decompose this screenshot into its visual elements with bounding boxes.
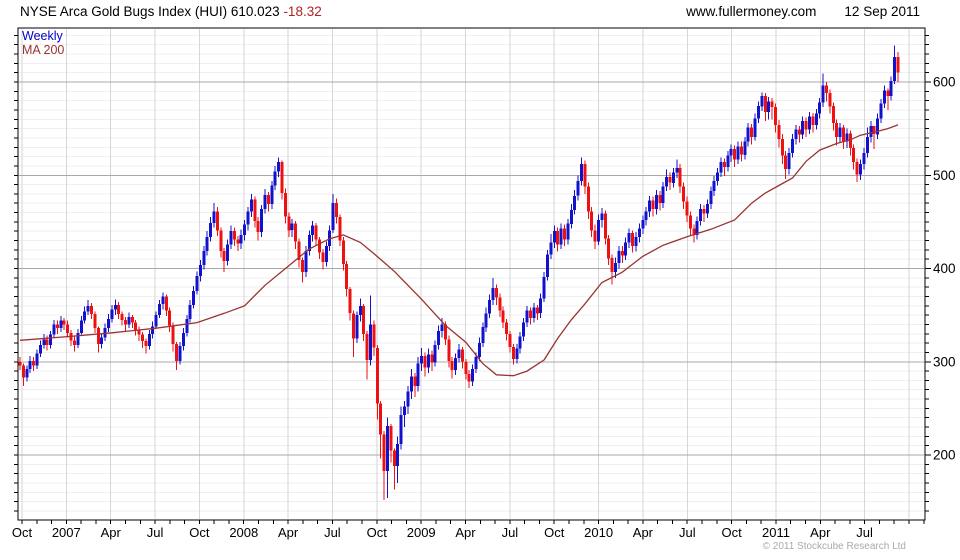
chart-title-bar: NYSE Arca Gold Bugs Index (HUI) 610.023 …	[20, 4, 322, 19]
svg-text:Oct: Oct	[367, 525, 388, 540]
svg-text:Oct: Oct	[721, 525, 742, 540]
grid-vertical	[21, 29, 910, 519]
svg-text:Apr: Apr	[101, 525, 122, 540]
svg-text:200: 200	[933, 448, 956, 463]
plot-frame	[17, 27, 926, 521]
top-right-info: www.fullermoney.com 12 Sep 2011	[686, 4, 920, 19]
svg-text:Jul: Jul	[147, 525, 164, 540]
svg-text:Jul: Jul	[324, 525, 341, 540]
svg-text:Jul: Jul	[502, 525, 519, 540]
price-change: -18.32	[283, 4, 322, 19]
svg-text:Jul: Jul	[856, 525, 873, 540]
copyright-notice: © 2011 Stockcube Research Ltd	[762, 541, 906, 552]
svg-text:Oct: Oct	[12, 525, 33, 540]
svg-text:600: 600	[933, 75, 956, 90]
svg-text:500: 500	[933, 168, 956, 183]
svg-text:Apr: Apr	[810, 525, 831, 540]
site-link[interactable]: www.fullermoney.com	[686, 4, 817, 19]
svg-text:2010: 2010	[584, 525, 613, 540]
last-price: 610.023	[230, 4, 280, 19]
svg-text:300: 300	[933, 354, 956, 369]
svg-text:2007: 2007	[52, 525, 81, 540]
ma-200-line	[19, 124, 899, 377]
legend-series-label: Weekly	[22, 29, 63, 43]
svg-text:Oct: Oct	[189, 525, 210, 540]
grid-major	[19, 81, 924, 456]
svg-text:Jul: Jul	[679, 525, 696, 540]
instrument-title: NYSE Arca Gold Bugs Index (HUI)	[20, 4, 228, 19]
svg-text:2011: 2011	[762, 525, 790, 540]
y-axis-labels: 200 300 400 500 600	[933, 75, 956, 463]
svg-text:Apr: Apr	[278, 525, 299, 540]
svg-text:2009: 2009	[407, 525, 436, 540]
x-axis-labels: Oct 2007 Apr Jul Oct 2008 Apr Jul Oct 2009 Apr Jul O…	[12, 525, 873, 540]
svg-text:Oct: Oct	[544, 525, 565, 540]
svg-text:Apr: Apr	[455, 525, 476, 540]
x-axis-ticks	[21, 520, 925, 524]
legend-ma-label: MA 200	[22, 43, 65, 57]
svg-text:Apr: Apr	[633, 525, 654, 540]
chart-date: 12 Sep 2011	[844, 4, 920, 19]
svg-text:2008: 2008	[229, 525, 258, 540]
grid-minor	[19, 34, 924, 512]
svg-text:400: 400	[933, 261, 956, 276]
candlesticks	[18, 45, 900, 500]
y-axis-ticks	[14, 34, 931, 512]
